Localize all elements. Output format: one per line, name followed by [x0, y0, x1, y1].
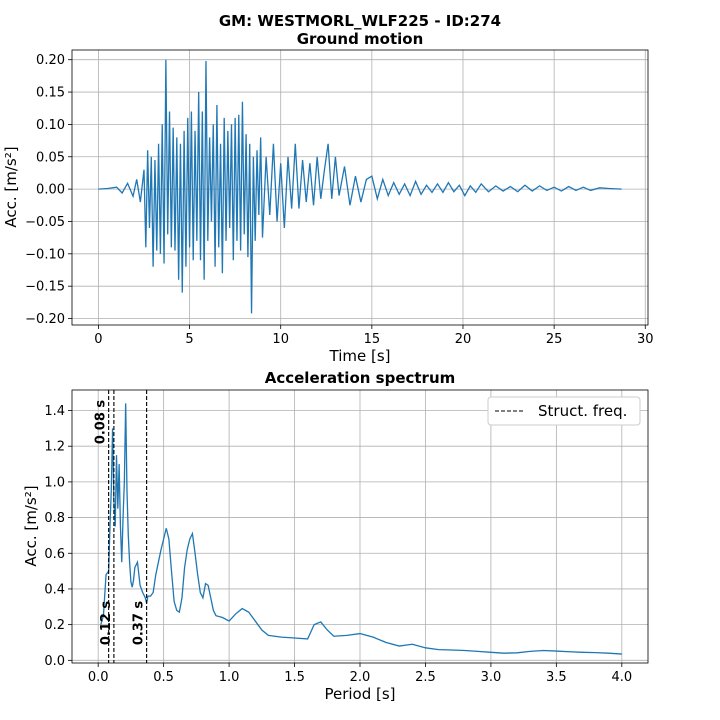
ytick-label: 0.15	[36, 86, 65, 101]
xtick-label: 4.0	[611, 670, 632, 685]
ytick-label: 1.4	[44, 404, 65, 419]
struct-freq-label: 0.12 s	[99, 601, 114, 646]
ytick-label: 0.0	[44, 654, 65, 669]
ytick-label: −0.20	[25, 312, 65, 327]
ytick-label: 0.10	[36, 118, 65, 133]
ground-motion-yticks: −0.20 −0.15 −0.10 −0.05 0.00 0.05 0.10 0.15 0.20	[25, 53, 72, 327]
ground-motion-series	[98, 59, 622, 314]
ytick-label: 0.4	[44, 582, 65, 597]
ytick-label: 0.8	[44, 511, 65, 526]
xtick-label: 3.0	[481, 670, 502, 685]
xtick-label: 20	[455, 332, 472, 347]
xtick-label: 0.5	[153, 670, 174, 685]
ytick-label: 0.05	[36, 150, 65, 165]
spectrum-xticks: 0.0 0.5 1.0 1.5 2.0 2.5 3.0 3.5 4.0	[88, 663, 632, 685]
ytick-label: −0.05	[25, 215, 65, 230]
xtick-label: 3.5	[546, 670, 567, 685]
ytick-label: 0.20	[36, 53, 65, 68]
xtick-label: 10	[272, 332, 289, 347]
ytick-label: −0.10	[25, 247, 65, 262]
struct-freq-lines: 0.08 s 0.12 s 0.37 s	[94, 390, 148, 663]
xtick-label: 0	[94, 332, 102, 347]
xtick-label: 1.0	[219, 670, 240, 685]
ground-motion-ylabel: Acc. [m/s²]	[2, 146, 20, 227]
legend: Struct. freq.	[487, 396, 641, 426]
ground-motion-xticks: 0 5 10 15 20 25 30	[94, 325, 654, 347]
xtick-label: 25	[546, 332, 563, 347]
ytick-label: −0.15	[25, 280, 65, 295]
spectrum-yticks: 0.0 0.2 0.4 0.6 0.8 1.0 1.2 1.4	[44, 404, 72, 669]
ytick-label: 1.0	[44, 475, 65, 490]
legend-entry-struct-freq: Struct. freq.	[538, 402, 627, 420]
xtick-label: 2.5	[415, 670, 436, 685]
spectrum-ylabel: Acc. [m/s²]	[22, 485, 40, 566]
xtick-label: 0.0	[88, 670, 109, 685]
struct-freq-label: 0.08 s	[94, 400, 109, 445]
ytick-label: 1.2	[44, 440, 65, 455]
xtick-label: 2.0	[350, 670, 371, 685]
spectrum-title: Acceleration spectrum	[265, 369, 456, 387]
figure-suptitle: GM: WESTMORL_WLF225 - ID:274	[219, 12, 501, 30]
xtick-label: 30	[637, 332, 654, 347]
xtick-label: 1.5	[284, 670, 305, 685]
ground-motion-xlabel: Time [s]	[329, 347, 391, 365]
ytick-label: 0.00	[36, 183, 65, 198]
spectrum-axes: Acceleration spectrum 0.08 s 0.12 s 0.37 s…	[22, 369, 649, 703]
spectrum-xlabel: Period [s]	[324, 685, 395, 703]
ground-motion-axes: Ground motion 0 5 10 15 20 25 30 −0.20−0.15−0.…	[2, 30, 654, 365]
xtick-label: 5	[185, 332, 193, 347]
ytick-label: 0.2	[44, 618, 65, 633]
spectrum-grid	[72, 390, 648, 663]
spectrum-series	[100, 403, 622, 655]
struct-freq-label: 0.37 s	[132, 601, 147, 646]
ytick-label: 0.6	[44, 547, 65, 562]
ground-motion-title: Ground motion	[297, 30, 424, 48]
xtick-label: 15	[364, 332, 381, 347]
ground-motion-frame	[71, 49, 649, 326]
legend-box	[487, 396, 641, 426]
